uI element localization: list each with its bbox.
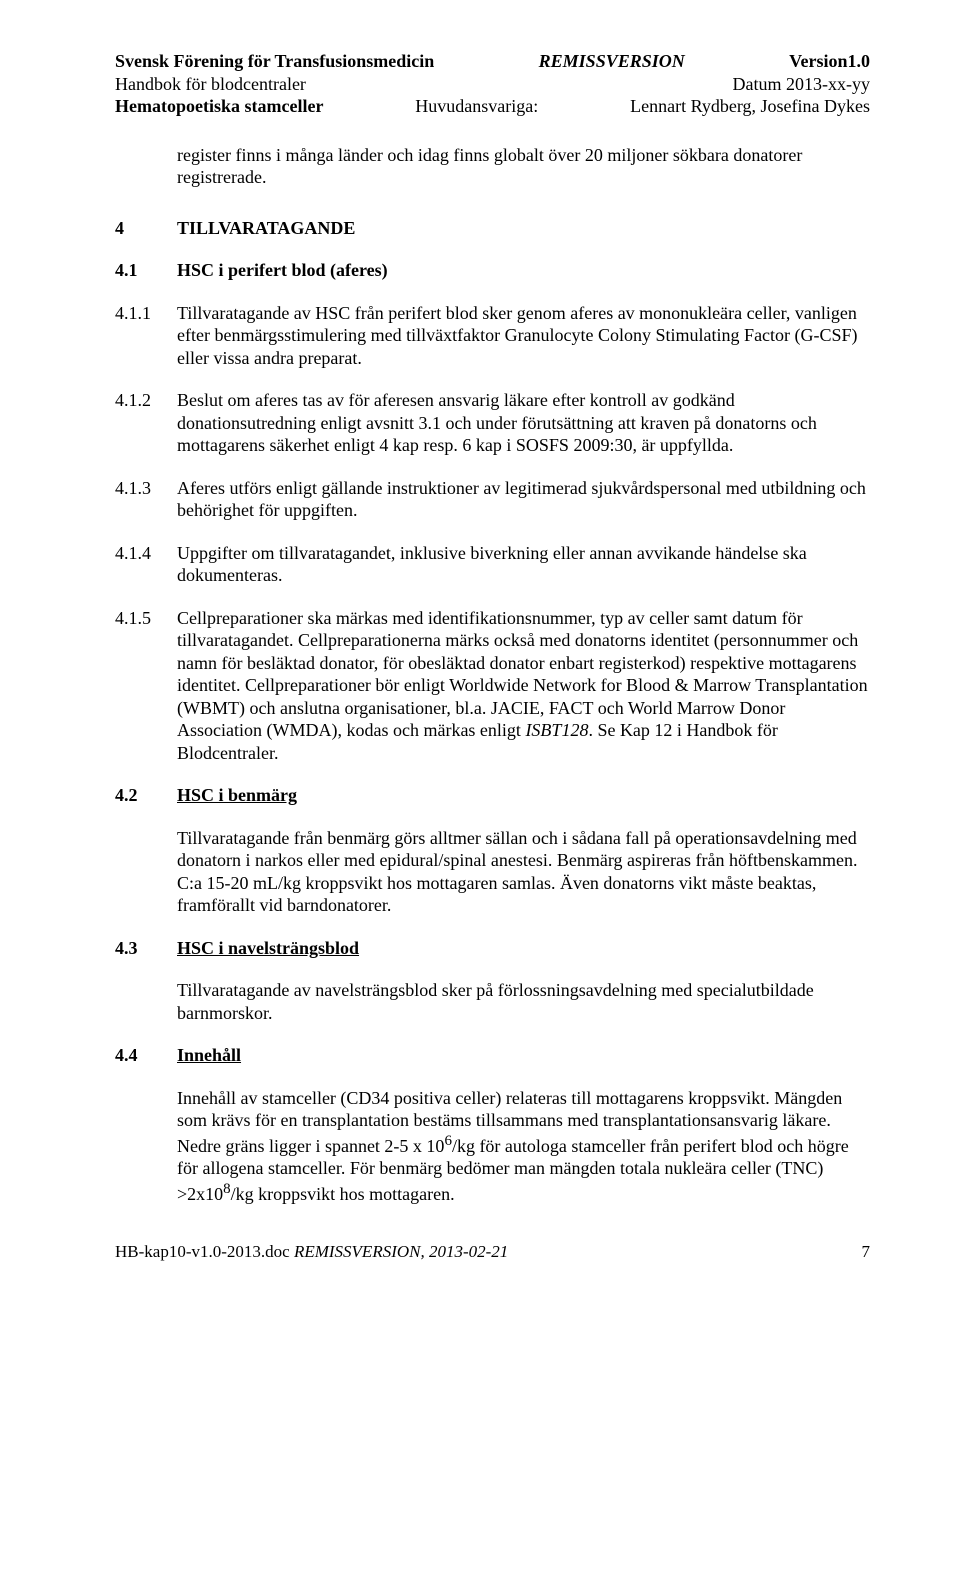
section-4-4-title: Innehåll	[177, 1044, 870, 1067]
header-responsible-names: Lennart Rydberg, Josefina Dykes	[630, 95, 870, 118]
header-version: Version1.0	[789, 50, 870, 73]
header-responsible-label: Huvudansvariga:	[415, 95, 538, 118]
header-subject: Hematopoetiska stamceller	[115, 95, 323, 118]
header-remiss: REMISSVERSION	[539, 50, 685, 73]
para-4-1-3-text: Aferes utförs enligt gällande instruktio…	[177, 477, 870, 522]
section-4-2-num: 4.2	[115, 784, 177, 917]
section-4-2-title: HSC i benmärg	[177, 784, 870, 807]
section-4-3-title: HSC i navelsträngsblod	[177, 937, 870, 960]
para-4-1-4-text: Uppgifter om tillvaratagandet, inklusive…	[177, 542, 870, 587]
para-4-1-2-num: 4.1.2	[115, 389, 177, 457]
document-header: Svensk Förening för Transfusionsmedicin …	[115, 50, 870, 118]
para-4-1-2-text: Beslut om aferes tas av för aferesen ans…	[177, 389, 870, 457]
page-footer: HB-kap10-v1.0-2013.doc REMISSVERSION, 20…	[115, 1241, 870, 1262]
para-4-1-4-num: 4.1.4	[115, 542, 177, 587]
section-4-1-title: HSC i perifert blod (aferes)	[177, 259, 870, 282]
footer-page-number: 7	[862, 1241, 871, 1262]
header-handbook: Handbok för blodcentraler	[115, 73, 306, 96]
para-4-1-1-text: Tillvaratagande av HSC från perifert blo…	[177, 302, 870, 370]
section-4-2-text: Tillvaratagande från benmärg görs alltme…	[177, 827, 870, 917]
para-4-1-5-text: Cellpreparationer ska märkas med identif…	[177, 607, 870, 765]
para-4-1-3-num: 4.1.3	[115, 477, 177, 522]
para-4-1-5-num: 4.1.5	[115, 607, 177, 765]
section-4-num: 4	[115, 217, 177, 240]
footer-version-date: REMISSVERSION, 2013-02-21	[294, 1242, 508, 1261]
para-4-1-1-num: 4.1.1	[115, 302, 177, 370]
footer-filename: HB-kap10-v1.0-2013.doc	[115, 1242, 294, 1261]
section-4-3-text: Tillvaratagande av navelsträngsblod sker…	[177, 979, 870, 1024]
header-date: Datum 2013-xx-yy	[733, 73, 870, 96]
intro-paragraph: register finns i många länder och idag f…	[177, 144, 870, 189]
section-4-1-num: 4.1	[115, 259, 177, 282]
section-4-3-num: 4.3	[115, 937, 177, 1025]
section-4-4-num: 4.4	[115, 1044, 177, 1205]
section-4-4-text: Innehåll av stamceller (CD34 positiva ce…	[177, 1087, 870, 1206]
header-org: Svensk Förening för Transfusionsmedicin	[115, 50, 434, 73]
section-4-title: TILLVARATAGANDE	[177, 217, 870, 240]
